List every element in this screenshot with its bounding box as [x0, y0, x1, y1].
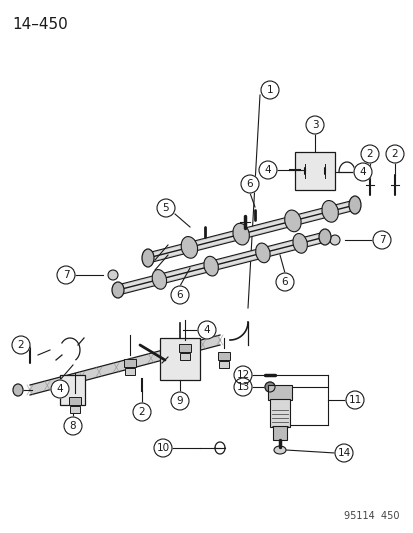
- Bar: [294, 152, 334, 190]
- Circle shape: [233, 366, 252, 384]
- Circle shape: [233, 378, 252, 396]
- Bar: [178, 344, 190, 352]
- Text: 2: 2: [366, 149, 373, 159]
- Text: 6: 6: [281, 277, 287, 287]
- Ellipse shape: [181, 237, 197, 259]
- Text: 1: 1: [266, 85, 273, 95]
- Circle shape: [57, 266, 75, 284]
- Circle shape: [259, 161, 276, 179]
- Text: 14: 14: [337, 448, 350, 458]
- Text: 3: 3: [311, 120, 318, 130]
- Circle shape: [353, 163, 371, 181]
- Ellipse shape: [108, 270, 118, 280]
- Circle shape: [305, 116, 323, 134]
- Ellipse shape: [112, 282, 124, 298]
- Text: 7: 7: [62, 270, 69, 280]
- Text: 95114  450: 95114 450: [344, 511, 399, 521]
- Text: 5: 5: [162, 203, 169, 213]
- Ellipse shape: [321, 200, 337, 222]
- Bar: [218, 352, 230, 360]
- Text: 13: 13: [236, 382, 249, 392]
- Polygon shape: [30, 335, 219, 395]
- Text: 6: 6: [246, 179, 253, 189]
- Text: 7: 7: [378, 235, 385, 245]
- Circle shape: [360, 145, 378, 163]
- Text: 2: 2: [18, 340, 24, 350]
- Bar: [60, 375, 85, 405]
- Ellipse shape: [204, 256, 218, 276]
- Ellipse shape: [233, 223, 249, 245]
- Ellipse shape: [329, 235, 339, 245]
- Circle shape: [260, 81, 278, 99]
- Circle shape: [345, 391, 363, 409]
- Text: 14–450: 14–450: [12, 17, 68, 32]
- Circle shape: [240, 175, 259, 193]
- Bar: [269, 399, 289, 427]
- Ellipse shape: [348, 196, 360, 214]
- Bar: [272, 426, 286, 440]
- Text: 11: 11: [347, 395, 361, 405]
- Bar: [70, 406, 80, 413]
- Circle shape: [157, 199, 175, 217]
- Circle shape: [12, 336, 30, 354]
- Bar: [180, 353, 190, 360]
- Circle shape: [154, 439, 171, 457]
- Circle shape: [171, 392, 189, 410]
- Bar: [159, 338, 199, 380]
- Text: 4: 4: [264, 165, 271, 175]
- Ellipse shape: [13, 384, 23, 396]
- Text: 8: 8: [69, 421, 76, 431]
- Circle shape: [372, 231, 390, 249]
- Circle shape: [264, 382, 274, 392]
- Ellipse shape: [152, 270, 166, 289]
- Text: 12: 12: [236, 370, 249, 380]
- Text: 2: 2: [138, 407, 145, 417]
- Text: 4: 4: [57, 384, 63, 394]
- Circle shape: [385, 145, 403, 163]
- Text: 2: 2: [391, 149, 397, 159]
- Ellipse shape: [284, 210, 300, 232]
- Text: 10: 10: [156, 443, 169, 453]
- Bar: [125, 368, 135, 375]
- Ellipse shape: [142, 249, 154, 267]
- Circle shape: [171, 286, 189, 304]
- Circle shape: [334, 444, 352, 462]
- Bar: [69, 397, 81, 405]
- Circle shape: [133, 403, 151, 421]
- Circle shape: [64, 417, 82, 435]
- Ellipse shape: [255, 243, 269, 263]
- Bar: [218, 361, 228, 368]
- Bar: [124, 359, 136, 367]
- Circle shape: [275, 273, 293, 291]
- Text: 4: 4: [203, 325, 210, 335]
- Ellipse shape: [292, 233, 306, 253]
- Ellipse shape: [318, 229, 330, 245]
- Text: 9: 9: [176, 396, 183, 406]
- Bar: [267, 385, 291, 400]
- Circle shape: [51, 380, 69, 398]
- Circle shape: [197, 321, 216, 339]
- Text: 4: 4: [359, 167, 366, 177]
- Ellipse shape: [273, 446, 285, 454]
- Text: 6: 6: [176, 290, 183, 300]
